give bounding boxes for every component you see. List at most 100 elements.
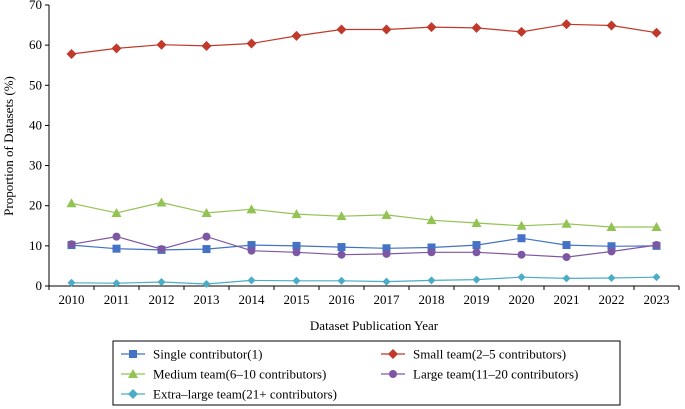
- series-line: [71, 201, 657, 228]
- tick-labels: 0 10 20 30 40 50 60 70 2010 2011 2012 2013 2014 2015 2…: [29, 0, 670, 307]
- data-point: [201, 40, 212, 51]
- data-point: [67, 278, 76, 287]
- data-point: [427, 276, 436, 285]
- data-point: [202, 232, 211, 241]
- data-point: [292, 276, 301, 285]
- data-point: [607, 273, 616, 282]
- legend-item-1: Single contributor(1): [121, 347, 262, 362]
- series-line: [71, 237, 657, 251]
- data-point: [337, 250, 346, 259]
- y-tick-label: 0: [36, 278, 43, 293]
- data-point: [128, 369, 138, 378]
- legend-label: Extra–large team(21+ contributors): [153, 387, 337, 402]
- data-point: [427, 243, 436, 252]
- x-tick-label: 2015: [284, 292, 310, 307]
- data-point: [382, 277, 391, 286]
- data-point: [336, 24, 347, 35]
- data-point: [157, 245, 166, 254]
- data-point: [472, 248, 481, 257]
- legend-label: Medium team(6–10 contributors): [153, 367, 326, 382]
- series-group: [66, 19, 662, 288]
- data-point: [517, 250, 526, 259]
- x-tick-label: 2023: [644, 292, 670, 307]
- data-point: [561, 218, 572, 228]
- data-point: [337, 276, 346, 285]
- data-point: [157, 277, 166, 286]
- x-tick-label: 2019: [464, 292, 490, 307]
- data-point: [112, 279, 121, 288]
- x-tick-label: 2010: [59, 292, 85, 307]
- data-point: [111, 207, 122, 217]
- data-point: [336, 211, 347, 221]
- data-point: [129, 350, 137, 358]
- legend: Single contributor(1) Small team(2–5 cont…: [112, 340, 621, 406]
- data-point: [291, 209, 302, 219]
- data-point: [112, 244, 121, 253]
- x-tick-label: 2020: [509, 292, 535, 307]
- data-point: [651, 27, 662, 38]
- y-tick-label: 70: [29, 0, 42, 12]
- data-point: [516, 26, 527, 37]
- data-point: [382, 244, 391, 253]
- data-point: [472, 241, 481, 250]
- data-point: [292, 241, 301, 250]
- data-point: [562, 253, 571, 262]
- data-point: [516, 220, 527, 230]
- data-point: [291, 30, 302, 41]
- data-point: [652, 273, 661, 282]
- y-tick-label: 60: [29, 37, 42, 52]
- data-point: [246, 38, 257, 49]
- data-point: [562, 241, 571, 250]
- data-point: [606, 20, 617, 31]
- data-point: [517, 273, 526, 282]
- x-axis-label: Dataset Publication Year: [310, 318, 439, 333]
- data-point: [426, 22, 437, 33]
- data-point: [382, 249, 391, 258]
- data-point: [201, 207, 212, 217]
- y-tick-label: 20: [29, 198, 42, 213]
- series-line: [71, 23, 657, 55]
- x-tick-label: 2012: [149, 292, 175, 307]
- legend-item-5: Extra–large team(21+ contributors): [121, 387, 337, 402]
- data-point: [471, 22, 482, 33]
- data-point: [607, 247, 616, 256]
- data-point: [561, 19, 572, 30]
- data-point: [128, 389, 138, 399]
- data-point: [202, 279, 211, 288]
- legend-box: [112, 340, 621, 406]
- data-point: [381, 209, 392, 219]
- data-point: [112, 232, 121, 241]
- series-4: [67, 232, 661, 262]
- data-point: [111, 43, 122, 54]
- x-tick-label: 2013: [194, 292, 220, 307]
- series-1: [67, 234, 661, 254]
- x-tick-label: 2022: [599, 292, 625, 307]
- data-point: [247, 246, 256, 255]
- data-point: [517, 234, 526, 243]
- data-point: [381, 24, 392, 35]
- x-tick-label: 2021: [554, 292, 580, 307]
- y-tick-label: 50: [29, 77, 42, 92]
- x-tick-label: 2014: [239, 292, 266, 307]
- data-point: [652, 241, 661, 250]
- y-axis-label: Proportion of Datasets (%): [1, 76, 16, 216]
- data-point: [202, 245, 211, 254]
- data-point: [66, 198, 77, 208]
- data-point: [247, 241, 256, 250]
- data-point: [389, 370, 397, 378]
- x-tick-label: 2016: [329, 292, 356, 307]
- data-point: [156, 39, 167, 50]
- data-point: [66, 48, 77, 59]
- data-point: [337, 243, 346, 252]
- legend-item-2: Small team(2–5 contributors): [381, 347, 566, 362]
- data-point: [388, 349, 398, 359]
- series-2: [66, 19, 662, 59]
- data-point: [427, 248, 436, 257]
- series-5: [67, 273, 661, 288]
- legend-label: Small team(2–5 contributors): [413, 347, 566, 362]
- data-point: [156, 197, 167, 207]
- data-point: [247, 276, 256, 285]
- legend-item-4: Large team(11–20 contributors): [381, 367, 578, 382]
- data-point: [246, 204, 257, 214]
